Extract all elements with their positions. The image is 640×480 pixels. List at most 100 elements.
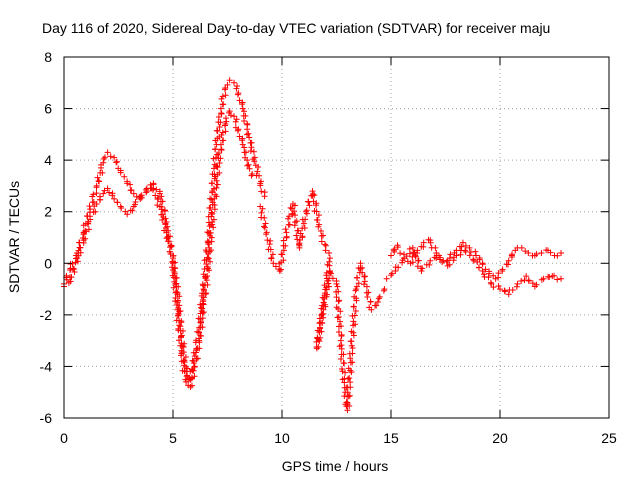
- y-tick-label: 0: [44, 255, 52, 271]
- data-point-marker: [336, 318, 343, 325]
- x-tick-label: 0: [60, 430, 68, 446]
- data-point-marker: [554, 276, 561, 283]
- data-point-marker: [182, 354, 189, 361]
- data-point-marker: [196, 345, 203, 352]
- data-point-marker: [269, 251, 276, 258]
- data-point-marker: [276, 268, 283, 275]
- data-point-marker: [427, 257, 434, 264]
- data-point-marker: [415, 257, 422, 264]
- data-point-marker: [305, 198, 312, 205]
- data-point-marker: [315, 223, 322, 230]
- data-point-marker: [159, 217, 166, 224]
- data-point-marker: [367, 298, 374, 305]
- data-point-marker: [217, 141, 224, 148]
- data-point-marker: [129, 207, 136, 214]
- x-tick-label: 5: [169, 430, 177, 446]
- data-point-marker: [348, 369, 355, 376]
- data-point-marker: [158, 206, 165, 213]
- data-point-marker: [319, 302, 326, 309]
- data-point-marker: [514, 280, 521, 287]
- data-point-marker: [399, 259, 406, 266]
- data-point-marker: [350, 318, 357, 325]
- data-point-marker: [325, 283, 332, 290]
- data-point-marker: [199, 315, 206, 322]
- data-point-marker: [254, 168, 261, 175]
- data-point-marker: [93, 200, 100, 207]
- data-point-marker: [306, 202, 313, 209]
- data-point-marker: [495, 283, 502, 290]
- data-point-marker: [322, 303, 329, 310]
- data-point-marker: [314, 334, 321, 341]
- data-point-marker: [196, 337, 203, 344]
- data-point-marker: [345, 393, 352, 400]
- series-mid-scatter: [257, 188, 388, 414]
- data-point-marker: [169, 264, 176, 271]
- data-point-marker: [322, 247, 329, 254]
- data-point-marker: [361, 278, 368, 285]
- data-point-marker: [320, 306, 327, 313]
- data-point-marker: [222, 84, 229, 91]
- data-point-marker: [291, 212, 298, 219]
- data-point-marker: [202, 247, 209, 254]
- data-point-marker: [348, 328, 355, 335]
- y-tick-label: -4: [40, 358, 53, 374]
- data-point-marker: [323, 284, 330, 291]
- data-point-marker: [176, 337, 183, 344]
- data-point-marker: [199, 305, 206, 312]
- y-tick-label: -2: [40, 307, 53, 323]
- data-point-marker: [509, 287, 516, 294]
- data-point-marker: [267, 237, 274, 244]
- data-point-marker: [335, 329, 342, 336]
- data-point-marker: [525, 249, 532, 256]
- data-point-marker: [409, 244, 416, 251]
- data-point-marker: [334, 283, 341, 290]
- data-point-marker: [502, 288, 509, 295]
- data-point-marker: [169, 259, 176, 266]
- data-point-marker: [157, 198, 164, 205]
- data-point-marker: [197, 318, 204, 325]
- data-point-marker: [171, 278, 178, 285]
- data-point-marker: [326, 255, 333, 262]
- data-point-marker: [256, 172, 263, 179]
- data-point-marker: [376, 293, 383, 300]
- grid-lines: [64, 57, 609, 418]
- data-point-marker: [345, 375, 352, 382]
- data-point-marker: [179, 327, 186, 334]
- data-point-marker: [333, 294, 340, 301]
- data-point-marker: [313, 208, 320, 215]
- data-point-marker: [479, 261, 486, 268]
- data-point-marker: [191, 363, 198, 370]
- data-point-marker: [149, 186, 156, 193]
- data-point-marker: [346, 375, 353, 382]
- data-point-marker: [85, 226, 92, 233]
- data-point-marker: [143, 186, 150, 193]
- data-point-marker: [341, 379, 348, 386]
- data-point-marker: [204, 273, 211, 280]
- data-point-marker: [475, 264, 482, 271]
- data-point-marker: [446, 255, 453, 262]
- data-point-marker: [353, 274, 360, 281]
- data-point-marker: [106, 189, 113, 196]
- data-point-marker: [127, 181, 134, 188]
- data-point-marker: [246, 165, 253, 172]
- data-point-marker: [323, 272, 330, 279]
- data-point-marker: [313, 343, 320, 350]
- data-point-marker: [261, 214, 268, 221]
- data-point-marker: [337, 337, 344, 344]
- data-point-marker: [107, 153, 114, 160]
- data-point-marker: [320, 299, 327, 306]
- data-point-marker: [100, 155, 107, 162]
- data-point-marker: [403, 253, 410, 260]
- data-point-marker: [261, 224, 268, 231]
- series-right-tail-A: [388, 236, 565, 282]
- data-point-marker: [233, 116, 240, 123]
- data-point-marker: [480, 271, 487, 278]
- data-point-marker: [410, 249, 417, 256]
- data-point-marker: [473, 252, 480, 259]
- data-point-marker: [533, 251, 540, 258]
- data-point-marker: [244, 126, 251, 133]
- data-point-marker: [361, 273, 368, 280]
- data-point-marker: [335, 298, 342, 305]
- data-point-marker: [529, 280, 536, 287]
